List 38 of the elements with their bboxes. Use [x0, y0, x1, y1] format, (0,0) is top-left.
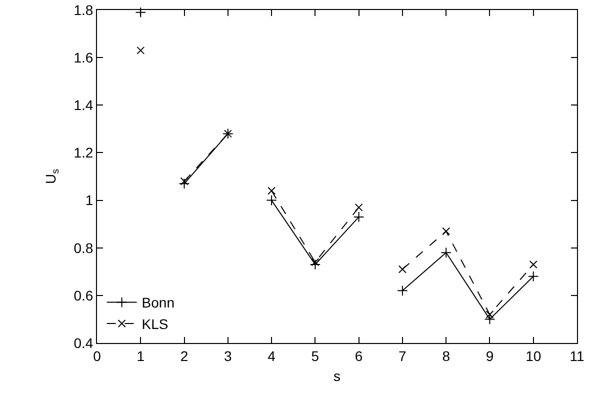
x-axis-title: s — [334, 368, 340, 384]
y-tick-label: 0.6 — [74, 287, 94, 304]
x-tick-label: 3 — [224, 348, 232, 364]
x-tick-label: 5 — [311, 348, 320, 364]
x-tick-label: 9 — [486, 348, 494, 364]
point — [529, 260, 538, 269]
x-tick-label: 6 — [354, 348, 363, 364]
x-tick-label: 1 — [136, 348, 145, 364]
y-tick-label: 1 — [85, 192, 94, 208]
point — [266, 194, 277, 206]
point — [442, 227, 450, 236]
point — [180, 177, 188, 186]
y-tick-label: 1.2 — [74, 144, 94, 161]
legend-label: Bonn — [142, 294, 175, 311]
point — [136, 46, 145, 54]
point — [311, 258, 320, 266]
point — [397, 285, 408, 296]
point — [178, 178, 190, 190]
y-tick-label: 1.4 — [74, 97, 94, 114]
x-tick-label: 7 — [398, 348, 407, 364]
point — [528, 271, 539, 282]
point — [310, 259, 321, 270]
point — [440, 247, 452, 258]
x-tick-label: 8 — [442, 348, 450, 364]
y-tick-label: 0.4 — [74, 334, 94, 351]
y-tick-label: 1.8 — [74, 2, 94, 18]
x-tick-label: 10 — [526, 348, 542, 364]
y-tick-label: 1.6 — [74, 49, 94, 66]
legend-label: KLS — [142, 316, 168, 332]
x-tick-label: 4 — [268, 348, 276, 364]
x-tick-label: 0 — [93, 348, 102, 364]
x-tick-label: 11 — [570, 348, 584, 364]
point — [484, 314, 496, 325]
y-tick-label: 0.8 — [74, 240, 94, 256]
point — [354, 203, 363, 212]
x-tick-label: 2 — [180, 348, 188, 364]
point — [398, 265, 406, 274]
point — [268, 186, 276, 195]
